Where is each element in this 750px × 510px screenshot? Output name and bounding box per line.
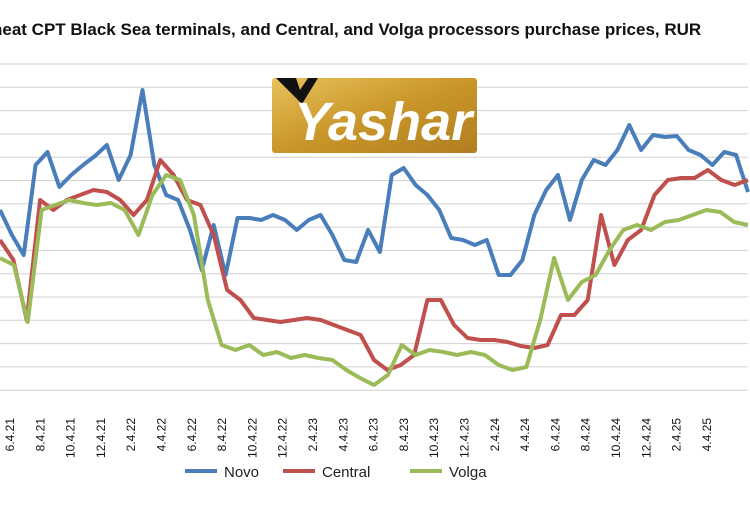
x-tick-label: 8.4.23 [397,418,411,452]
legend-label-central: Central [322,464,370,481]
x-tick-label: 6.4.23 [367,418,381,452]
x-tick-label: 12.4.24 [639,418,653,458]
x-tick-label: 8.4.24 [579,418,593,452]
series-line-volga [0,173,749,387]
x-tick-label: 6.4.21 [3,418,17,452]
x-tick-label: 12.4.22 [276,418,290,458]
x-tick-label: 6.4.22 [185,418,199,452]
x-tick-label: 10.4.21 [64,418,78,458]
x-tick-labels: 6.4.21 8.4.21 10.4.21 12.4.21 2.4.22 4.4.22 6.… [3,418,714,458]
yashar-logo: Yashar [272,70,477,153]
legend: Novo Central Volga [185,464,487,481]
x-tick-label: 10.4.24 [609,418,623,458]
series-layer [0,88,750,387]
legend-label-novo: Novo [224,464,259,481]
x-tick-label: 12.4.21 [94,418,108,458]
x-tick-label: 4.4.24 [518,418,532,452]
x-tick-label: 4.4.23 [336,418,350,452]
legend-label-volga: Volga [449,464,487,481]
x-tick-label: 10.4.22 [245,418,259,458]
x-tick-label: 8.4.21 [33,418,47,452]
x-tick-label: 10.4.23 [427,418,441,458]
x-tick-label: 4.4.25 [700,418,714,452]
x-tick-label: 2.4.23 [306,418,320,452]
series-line-central [0,158,749,372]
x-tick-label: 2.4.24 [488,418,502,452]
series-line-novo [0,88,750,277]
x-tick-label: 6.4.24 [548,418,562,452]
chart-title: heat CPT Black Sea terminals, and Centra… [0,20,702,39]
x-tick-label: 8.4.22 [215,418,229,452]
x-tick-label: 2.4.22 [124,418,138,452]
x-tick-label: 4.4.22 [155,418,169,452]
svg-text:Yashar: Yashar [294,92,475,152]
x-tick-label: 2.4.25 [670,418,684,452]
x-tick-label: 12.4.23 [458,418,472,458]
